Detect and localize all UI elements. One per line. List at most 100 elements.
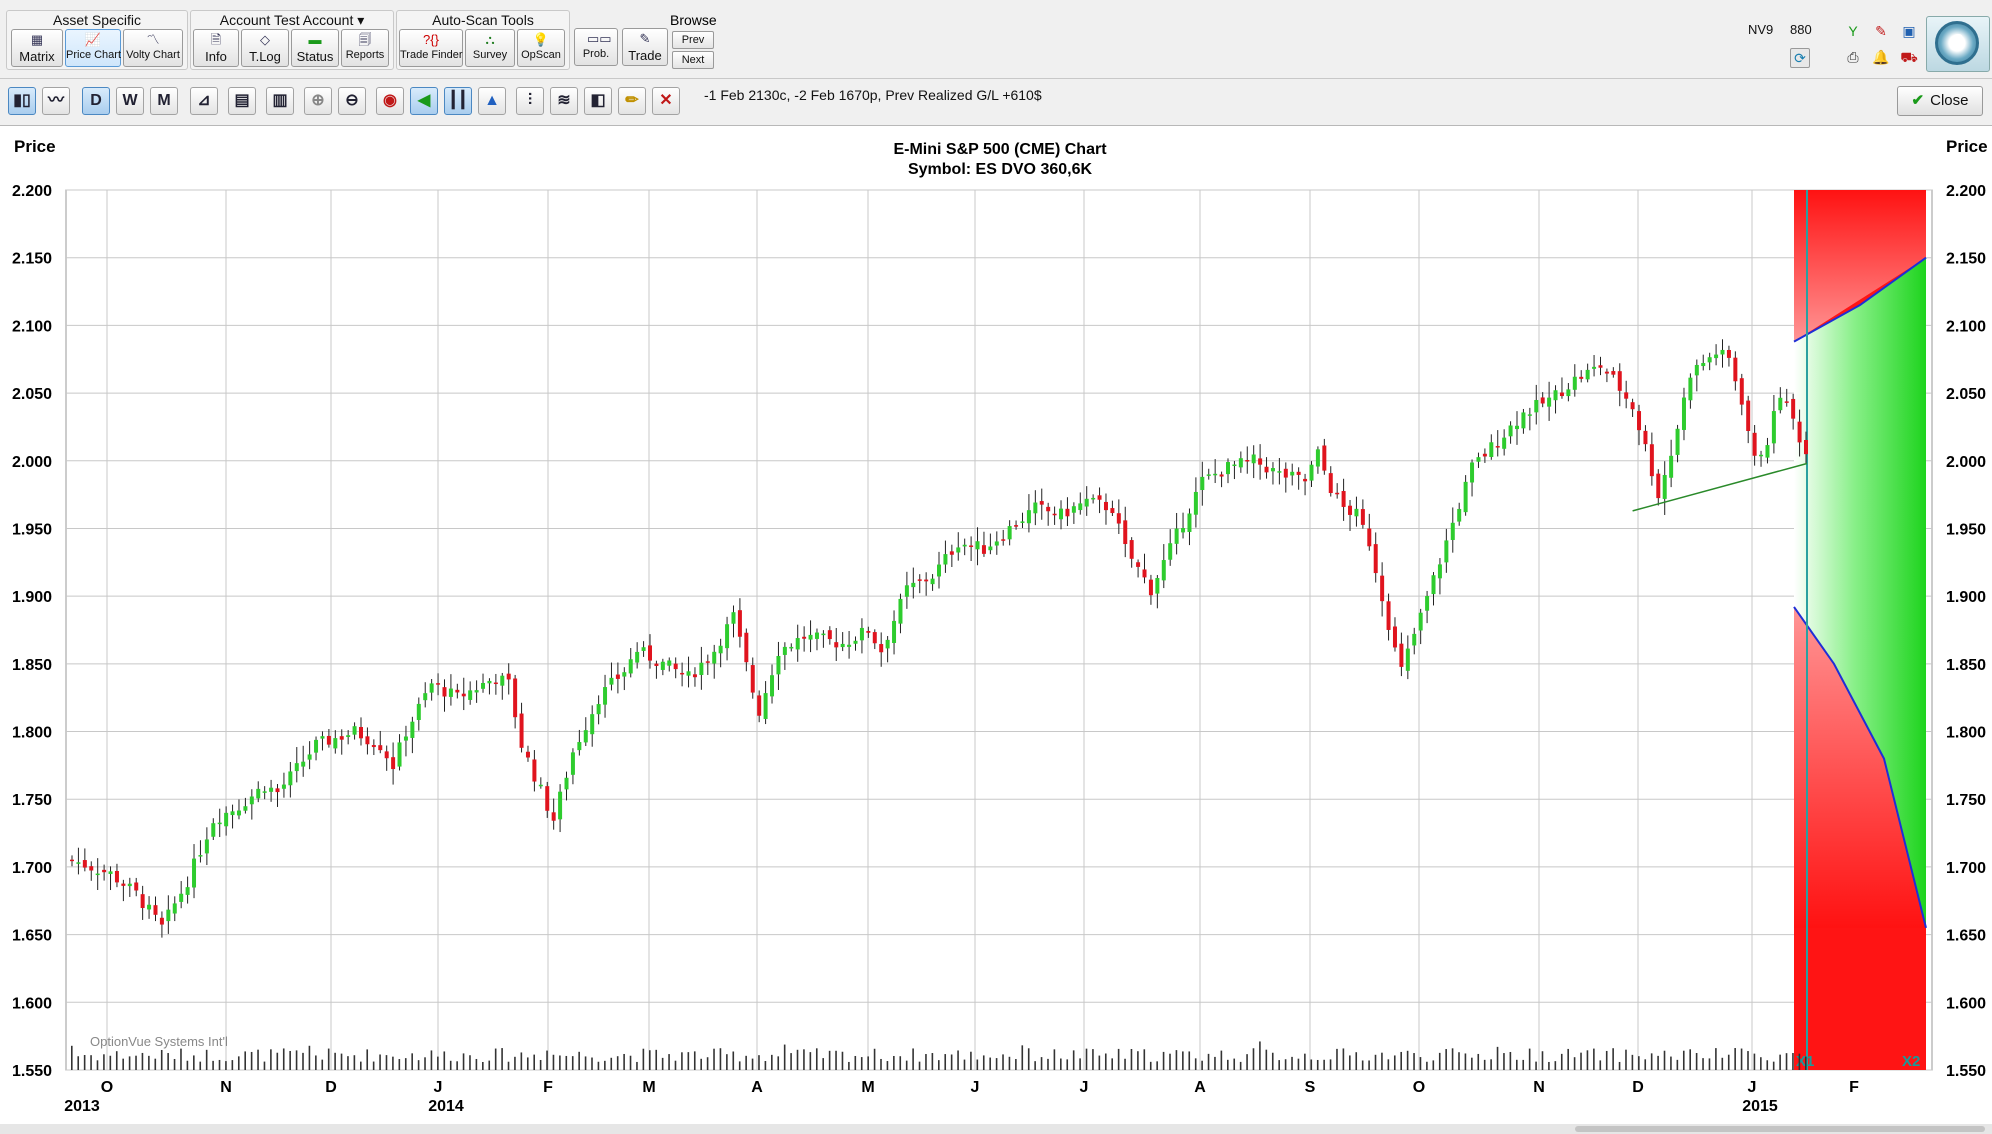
volume-bar: [1483, 1059, 1486, 1070]
horizontal-scrollbar[interactable]: [0, 1124, 1992, 1134]
x-month-label: F: [1849, 1079, 1859, 1096]
y-tick-label-right: 1.850: [1946, 657, 1986, 674]
volty-chart-button[interactable]: 〽 Volty Chart: [123, 29, 183, 67]
prev-button[interactable]: Prev: [672, 31, 714, 49]
overlay-icon[interactable]: ≋: [550, 87, 578, 115]
candle-body: [1431, 575, 1436, 595]
bars-icon[interactable]: ┃┃: [444, 87, 472, 115]
candle-body: [1277, 471, 1282, 473]
price-chart-panel[interactable]: X1X2 Price Price E-Mini S&P 500 (CME) Ch…: [0, 126, 1992, 1126]
volume-bar: [1650, 1053, 1653, 1070]
candle-body: [1778, 397, 1783, 411]
volume-bar: [668, 1054, 670, 1070]
matrix-button[interactable]: ▦ Matrix: [11, 29, 63, 67]
candle-body: [1270, 468, 1275, 472]
alarm-bell-icon[interactable]: 🔔: [1872, 49, 1890, 65]
candle-body: [1797, 421, 1802, 443]
volume-bar: [1670, 1056, 1672, 1070]
price-chart-icon: 📈: [84, 32, 102, 47]
print-icon[interactable]: ⎙: [1847, 49, 1859, 65]
volume-bar: [392, 1056, 394, 1070]
price-chart-button[interactable]: 📈 Price Chart: [65, 29, 121, 67]
zoom-in-icon[interactable]: ⊕: [304, 87, 332, 115]
candlestick-chart-icon[interactable]: ▮▯: [8, 87, 36, 115]
candle-body: [1110, 508, 1115, 514]
line-chart-icon[interactable]: 〰: [42, 87, 70, 115]
candle-body: [1418, 612, 1423, 631]
monthly-button[interactable]: M: [150, 87, 178, 115]
account-selector[interactable]: Account Test Account ▾: [191, 12, 393, 29]
trade-finder-button[interactable]: ?{} Trade Finder: [399, 29, 463, 67]
refresh-icon[interactable]: ⟳: [1790, 48, 1810, 68]
candle-body: [397, 742, 402, 767]
volume-bar: [424, 1057, 426, 1070]
candle-body: [1168, 543, 1173, 560]
save-icon[interactable]: ▥: [266, 87, 294, 115]
volume-bar: [623, 1053, 625, 1070]
prob-button[interactable]: ▭▭ Prob.: [574, 28, 618, 66]
indicator-icon[interactable]: ⫶: [516, 87, 544, 115]
reports-button[interactable]: 🗐 Reports: [341, 29, 389, 67]
volume-bar: [1682, 1050, 1685, 1070]
volume-bar: [1201, 1060, 1203, 1070]
candle-body: [1585, 369, 1590, 380]
survey-button[interactable]: ⛬ Survey: [465, 29, 515, 67]
volume-bar: [1458, 1052, 1460, 1070]
volume-bar: [1400, 1051, 1402, 1070]
x-month-label: O: [1413, 1079, 1425, 1096]
nv-value: 880: [1790, 22, 1812, 37]
zoom-out-icon[interactable]: ⊖: [338, 87, 366, 115]
yield-icon[interactable]: Y: [1848, 23, 1858, 39]
volume-bar: [1259, 1041, 1261, 1070]
monitor-icon[interactable]: ▣: [1902, 23, 1916, 39]
optionvue-logo-button[interactable]: S: [1926, 16, 1990, 72]
candle-body: [1251, 454, 1256, 464]
volume-bar: [597, 1061, 600, 1070]
scroll-left-icon[interactable]: ◀: [410, 87, 438, 115]
info-button[interactable]: 🗎 Info: [193, 29, 239, 67]
candle-body: [1502, 437, 1507, 449]
volume-bar: [976, 1059, 979, 1070]
candle-body: [660, 661, 665, 670]
pencil-icon[interactable]: ✏: [618, 87, 646, 115]
template-icon[interactable]: ▤: [228, 87, 256, 115]
volume-bar: [539, 1059, 542, 1070]
candle-body: [1553, 390, 1558, 401]
volume-bar: [340, 1053, 343, 1070]
volume-bar: [1374, 1054, 1377, 1070]
target-icon[interactable]: ◉: [376, 87, 404, 115]
volatility-triangle-icon[interactable]: ▲: [478, 87, 506, 115]
candle-body: [1078, 503, 1083, 511]
car-icon[interactable]: ⛟: [1900, 49, 1918, 65]
volume-bar: [1419, 1057, 1422, 1070]
candle-body: [114, 870, 119, 883]
trade-button[interactable]: ✎ Trade: [622, 28, 668, 66]
volume-bar: [1233, 1058, 1236, 1070]
candle-body: [917, 579, 922, 581]
daily-button[interactable]: D: [82, 87, 110, 115]
close-button[interactable]: ✔ Close: [1897, 86, 1983, 116]
study-chart-icon[interactable]: ⊿: [190, 87, 218, 115]
edit-red-icon[interactable]: ✎: [1875, 23, 1887, 39]
volume-bar: [1297, 1058, 1300, 1070]
candle-body: [352, 726, 357, 735]
candle-body: [1688, 377, 1693, 401]
candle-body: [1669, 455, 1674, 478]
paint-icon[interactable]: ◧: [584, 87, 612, 115]
scrollbar-thumb[interactable]: [1575, 1126, 1985, 1132]
candle-body: [333, 738, 338, 749]
y-tick-label-right: 2.050: [1946, 386, 1986, 403]
volume-bar: [1162, 1051, 1165, 1070]
candle-body: [1592, 366, 1597, 369]
price-chart[interactable]: X1X2 Price Price E-Mini S&P 500 (CME) Ch…: [0, 126, 1992, 1126]
volume-bar: [938, 1060, 940, 1070]
weekly-button[interactable]: W: [116, 87, 144, 115]
candle-body: [1341, 491, 1346, 507]
tlog-button[interactable]: ◇ T.Log: [241, 29, 289, 67]
status-button[interactable]: ▬ Status: [291, 29, 339, 67]
next-button[interactable]: Next: [672, 51, 714, 69]
volume-bar: [1657, 1055, 1659, 1070]
opscan-button[interactable]: 💡 OpScan: [517, 29, 565, 67]
delete-icon[interactable]: ✕: [652, 87, 680, 115]
candle-body: [1746, 400, 1751, 431]
